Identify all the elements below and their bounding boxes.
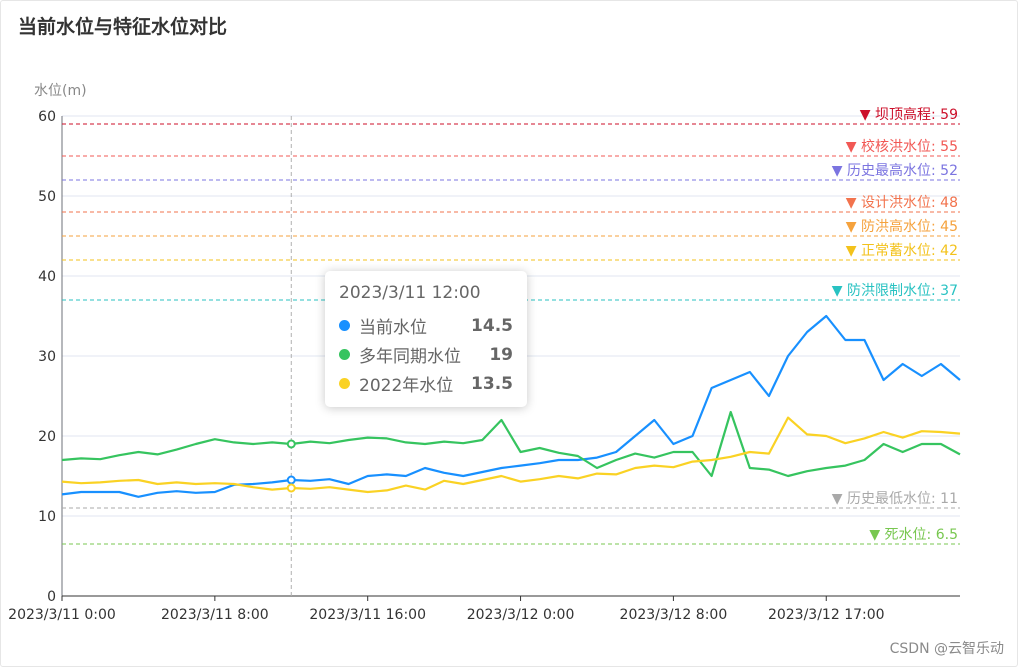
tooltip-series-value: 14.5 — [471, 315, 513, 336]
reference-label: ▼ 正常蓄水位: 42 — [846, 243, 958, 259]
x-tick-label: 2023/3/11 16:00 — [309, 607, 426, 623]
watermark: CSDN @云智乐动 — [889, 641, 1004, 657]
tooltip-marker-average — [339, 349, 350, 360]
y-tick-label: 50 — [38, 189, 56, 205]
x-tick-label: 2023/3/11 8:00 — [161, 607, 269, 623]
tooltip-row-current: 当前水位 14.5 — [339, 311, 513, 340]
tooltip-series-value: 19 — [489, 344, 513, 365]
chart-tooltip: 2023/3/11 12:00 当前水位 14.5 多年同期水位 19 2022… — [325, 271, 527, 407]
reference-label: ▼ 历史最低水位: 11 — [832, 491, 958, 507]
series-highlight-point — [286, 483, 296, 493]
tooltip-header: 2023/3/11 12:00 — [339, 283, 481, 303]
x-tick-label: 2023/3/12 17:00 — [768, 607, 885, 623]
x-tick-label: 2023/3/11 0:00 — [8, 607, 116, 623]
tooltip-series-name: 2022年水位 — [359, 376, 454, 396]
series-line-2 — [61, 410, 961, 478]
reference-label: ▼ 死水位: 6.5 — [869, 527, 958, 543]
series-highlight-point — [286, 475, 296, 485]
y-tick-label: 20 — [38, 429, 56, 445]
y-tick-label: 0 — [47, 589, 56, 605]
tooltip-row-average: 多年同期水位 19 — [339, 340, 513, 369]
reference-label: ▼ 校核洪水位: 55 — [846, 138, 958, 155]
y-tick-label: 60 — [38, 109, 56, 125]
reference-label: ▼ 防洪高水位: 45 — [846, 218, 958, 235]
chart-title: 当前水位与特征水位对比 — [18, 16, 228, 38]
reference-label: ▼ 坝顶高程: 59 — [860, 106, 958, 123]
tooltip-series-name: 多年同期水位 — [359, 347, 461, 367]
series-line-3 — [61, 416, 961, 494]
series-highlight-point — [286, 439, 296, 449]
y-axis-label: 水位(m) — [34, 83, 87, 99]
reference-label: ▼ 防洪限制水位: 37 — [832, 283, 958, 299]
tooltip-row-2022: 2022年水位 13.5 — [339, 369, 513, 398]
tooltip-marker-2022 — [339, 378, 350, 389]
reference-label: ▼ 历史最高水位: 52 — [832, 162, 958, 179]
y-tick-label: 40 — [38, 269, 56, 285]
y-tick-label: 10 — [38, 509, 56, 525]
series-line-1 — [61, 314, 961, 498]
tooltip-marker-current — [339, 320, 350, 331]
y-tick-label: 30 — [38, 349, 56, 365]
x-tick-label: 2023/3/12 0:00 — [467, 607, 575, 623]
x-tick-label: 2023/3/12 8:00 — [620, 607, 728, 623]
reference-label: ▼ 设计洪水位: 48 — [846, 195, 958, 211]
tooltip-series-name: 当前水位 — [359, 318, 427, 338]
tooltip-series-value: 13.5 — [471, 373, 513, 394]
